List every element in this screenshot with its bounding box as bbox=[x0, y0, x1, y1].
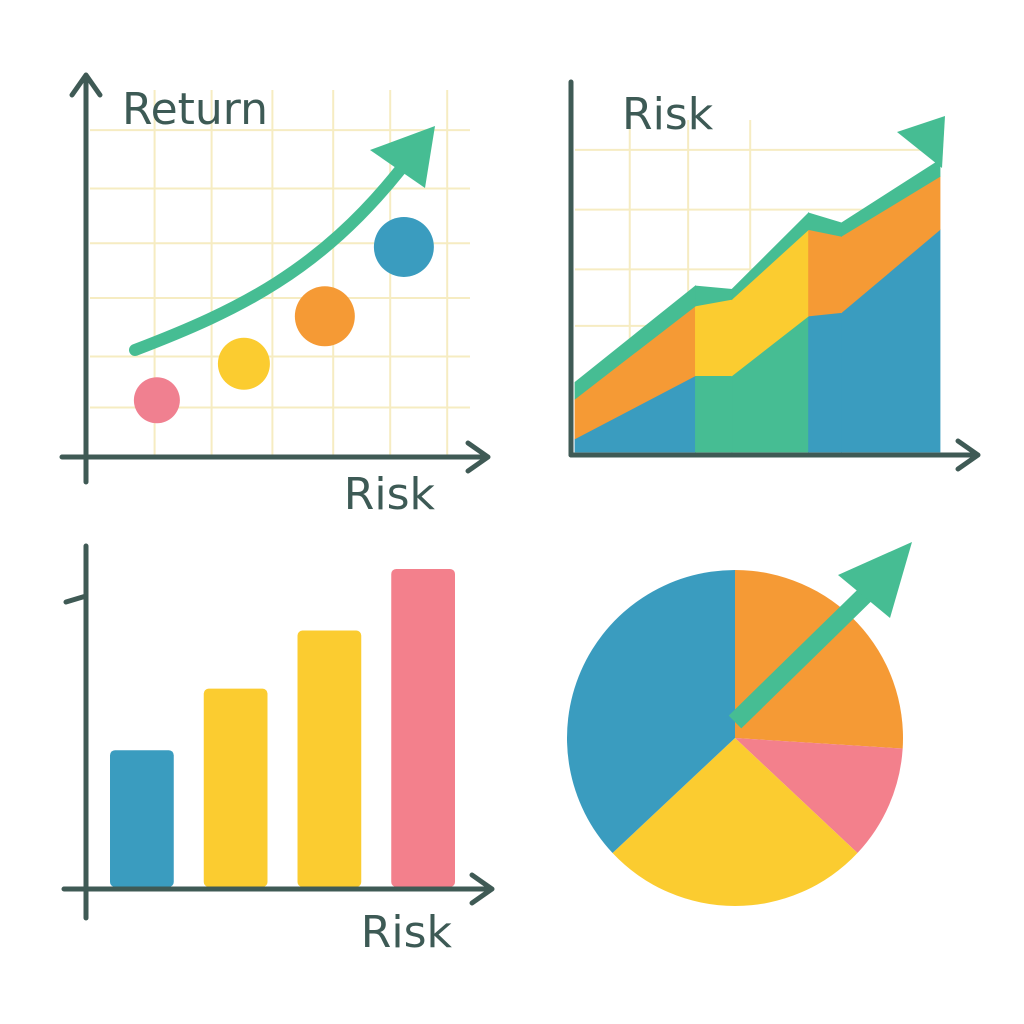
pie-slice bbox=[567, 570, 735, 854]
point bbox=[133, 377, 180, 424]
arrow-head bbox=[370, 126, 435, 188]
point bbox=[217, 337, 270, 390]
pie-slice bbox=[735, 570, 903, 749]
trend-arrow bbox=[129, 164, 406, 356]
x-axis bbox=[568, 438, 981, 472]
bar bbox=[110, 750, 174, 887]
point bbox=[294, 286, 355, 347]
y-axis-label: Return bbox=[122, 84, 268, 135]
bar bbox=[391, 568, 455, 887]
point bbox=[373, 216, 434, 277]
x-axis-label: Risk bbox=[361, 907, 453, 958]
y-axis bbox=[69, 72, 103, 485]
axes bbox=[59, 72, 981, 921]
x-axis-label: Risk bbox=[344, 469, 436, 520]
area-segment bbox=[808, 312, 842, 453]
y-axis bbox=[63, 543, 89, 921]
x-axis bbox=[61, 872, 495, 906]
x-axis bbox=[59, 440, 491, 474]
trend-arrow bbox=[728, 583, 877, 729]
bar bbox=[297, 630, 362, 887]
arrow-head bbox=[838, 542, 912, 618]
area-segment bbox=[695, 298, 733, 377]
arrow-head bbox=[897, 116, 945, 168]
area-segment bbox=[808, 229, 842, 317]
chart-title: Risk bbox=[622, 89, 714, 140]
area-segment bbox=[695, 375, 733, 453]
area-segment bbox=[841, 159, 941, 237]
bar bbox=[203, 688, 268, 887]
pie-slice bbox=[735, 738, 903, 854]
marks bbox=[110, 159, 941, 907]
pie-slice bbox=[612, 738, 858, 907]
